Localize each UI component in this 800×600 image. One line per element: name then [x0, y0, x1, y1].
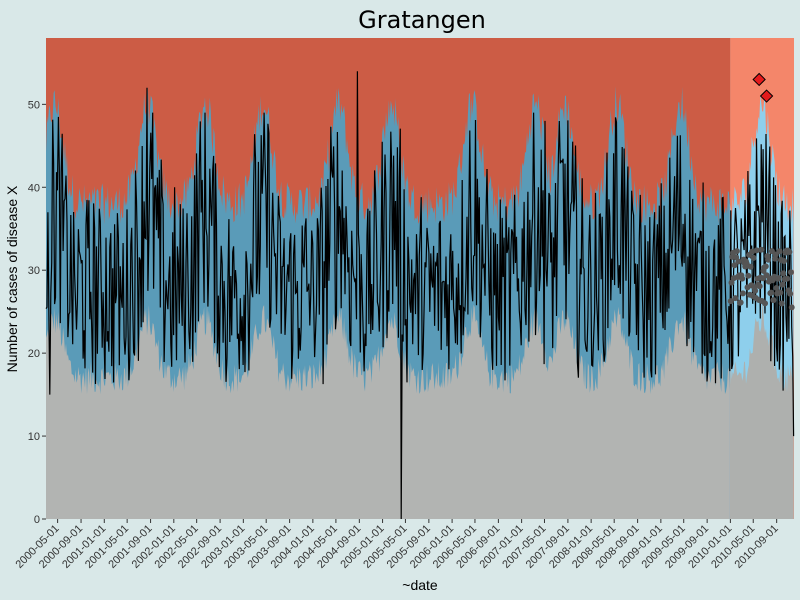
- forecast-point: [786, 249, 793, 256]
- x-axis-label: ~date: [402, 577, 438, 593]
- forecast-point: [731, 262, 738, 269]
- forecast-point: [779, 281, 786, 288]
- forecast-point: [727, 298, 734, 305]
- forecast-point: [762, 300, 769, 307]
- y-axis: 0 10 20 30 40 50: [28, 99, 46, 526]
- outbreak-marker: [752, 72, 766, 87]
- forecast-point: [753, 247, 760, 254]
- y-tick-label: 10: [28, 431, 40, 443]
- forecast-point: [728, 279, 735, 286]
- forecast-point: [762, 263, 769, 270]
- x-axis: 2000-05-012000-09-012001-01-012001-05-01…: [13, 519, 781, 571]
- forecast-point: [768, 289, 775, 296]
- forecast-point: [781, 258, 788, 265]
- forecast-point: [752, 287, 759, 294]
- forecast-point: [732, 295, 739, 302]
- low-band-historic: [46, 304, 730, 519]
- forecast-point: [776, 248, 783, 255]
- y-tick-label: 0: [34, 514, 40, 526]
- forecast-point: [733, 248, 740, 255]
- y-tick-label: 20: [28, 348, 40, 360]
- forecast-point: [787, 269, 794, 276]
- forecast-point: [745, 272, 752, 279]
- forecast-point: [735, 258, 742, 265]
- y-tick-label: 50: [28, 99, 40, 111]
- forecast-point: [768, 248, 775, 255]
- forecast-point: [780, 270, 787, 277]
- y-tick-label: 30: [28, 265, 40, 277]
- forecast-point: [788, 304, 795, 311]
- forecast-point: [787, 290, 794, 297]
- forecast-point: [750, 254, 757, 261]
- forecast-point: [784, 275, 791, 282]
- forecast-point: [739, 290, 746, 297]
- forecast-point: [775, 275, 782, 282]
- forecast-point: [737, 299, 744, 306]
- observed-series-line: [45, 71, 795, 520]
- forecast-point: [778, 300, 785, 307]
- plot-area: [45, 38, 795, 520]
- forecast-point: [773, 284, 780, 291]
- forecast-point: [756, 283, 763, 290]
- forecast-point: [758, 246, 765, 253]
- forecast-point: [749, 248, 756, 255]
- y-tick-label: 40: [28, 182, 40, 194]
- forecast-point: [765, 256, 772, 263]
- forecast-point: [777, 289, 784, 296]
- forecast-point: [747, 263, 754, 270]
- low-band-prediction: [729, 304, 794, 519]
- forecast-point: [770, 297, 777, 304]
- chart-title: Gratangen: [358, 6, 486, 34]
- y-axis-label: Number of cases of disease X: [4, 185, 20, 372]
- outbreak-marker: [759, 89, 774, 103]
- forecast-point: [739, 275, 746, 282]
